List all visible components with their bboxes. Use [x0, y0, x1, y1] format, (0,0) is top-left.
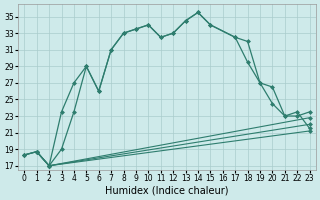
X-axis label: Humidex (Indice chaleur): Humidex (Indice chaleur): [105, 186, 229, 196]
